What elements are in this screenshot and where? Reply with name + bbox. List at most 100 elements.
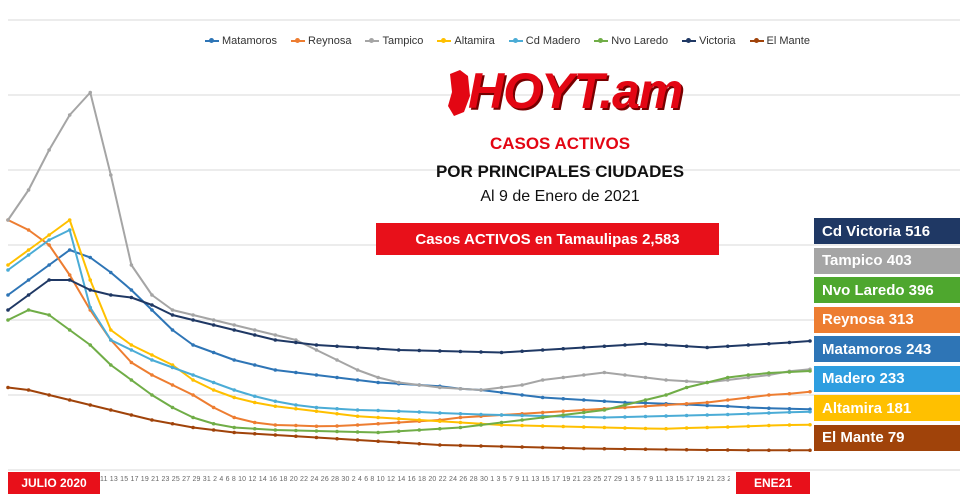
legend-item: Cd Madero [508,35,581,47]
x-start-label: JULIO 2020 [8,472,100,494]
data-point [129,343,134,347]
data-point [643,414,648,419]
data-point [273,433,278,437]
data-point [540,424,545,428]
x-axis-tick-labels: 11 13 15 17 19 21 23 25 27 29 31 2 4 6 8… [100,476,730,483]
data-point [499,390,504,395]
data-point [623,426,627,430]
data-point [273,368,278,372]
data-point [664,426,668,431]
data-point [458,349,463,354]
data-point [705,448,709,452]
data-point [581,415,586,419]
data-point [191,343,195,347]
data-point [438,426,442,431]
data-point [355,345,360,350]
chart-date: Al 9 de Enero de 2021 [480,188,640,205]
data-point [150,373,154,377]
legend-swatch [205,38,219,43]
data-point [67,273,72,277]
data-point [252,333,257,337]
series-line-tampico [7,91,811,391]
series-line-matamoros [7,249,811,411]
data-point [623,373,627,377]
legend-item: Matamoros [205,35,277,47]
legend-item: Nvo Laredo [594,35,668,47]
data-point [705,425,709,430]
data-point [191,318,195,322]
data-point [67,113,72,117]
total-active-badge: Casos ACTIVOS en Tamaulipas 2,583 [376,223,719,255]
data-point [664,393,668,397]
legend-label: Tampico [382,35,424,47]
data-point [273,399,278,404]
data-point [725,375,730,380]
legend-swatch [508,38,523,43]
data-point [335,411,339,416]
data-point [109,338,113,342]
legend-label: Nvo Laredo [611,35,669,47]
data-point [396,440,401,445]
data-point [787,410,792,415]
legend-item: Victoria [682,35,736,47]
series-line-reynosa [7,219,811,428]
legend-swatch [437,38,452,43]
data-point [520,418,524,422]
data-point [808,339,812,343]
data-point [417,418,422,422]
data-point [67,398,72,402]
city-label: Tampico 403 [814,247,960,274]
data-point [684,426,689,430]
legend-label: Matamoros [222,35,278,47]
data-point [26,293,31,297]
data-point [623,447,627,451]
data-point [191,415,195,420]
data-point [335,344,339,349]
data-point [355,423,360,427]
data-point [479,423,483,427]
data-point [47,243,51,247]
data-point [396,429,401,434]
data-point [150,308,154,312]
data-point [602,415,607,420]
data-point [438,385,442,390]
data-point [746,411,751,416]
data-point [787,423,792,427]
data-point [191,313,195,317]
data-point [746,373,751,377]
data-point [47,313,51,317]
data-point [808,407,812,412]
data-point [150,353,154,357]
data-point [376,375,380,380]
data-point [109,363,113,367]
data-point [376,439,380,444]
data-point [767,423,771,428]
data-point [67,278,72,282]
data-point [129,413,134,417]
data-point [252,426,257,431]
data-point [808,448,812,453]
data-point [150,418,154,422]
data-point [109,408,113,412]
data-point [314,348,319,352]
data-point [664,378,668,382]
data-point [109,270,113,275]
data-point [725,344,730,349]
data-point [314,424,319,429]
data-point [581,398,586,402]
legend-swatch [682,38,697,43]
data-point [355,408,360,412]
data-point [129,295,134,300]
data-point [355,438,360,442]
data-point [417,428,422,432]
legend-label: Cd Madero [525,35,581,47]
data-point [520,393,524,397]
legend-label: Victoria [699,35,736,47]
data-point [520,423,524,428]
data-point [602,399,607,404]
hoyt-logo [448,70,470,116]
data-point [499,350,504,355]
data-point [6,318,10,322]
data-point [623,343,627,347]
data-point [109,328,113,332]
